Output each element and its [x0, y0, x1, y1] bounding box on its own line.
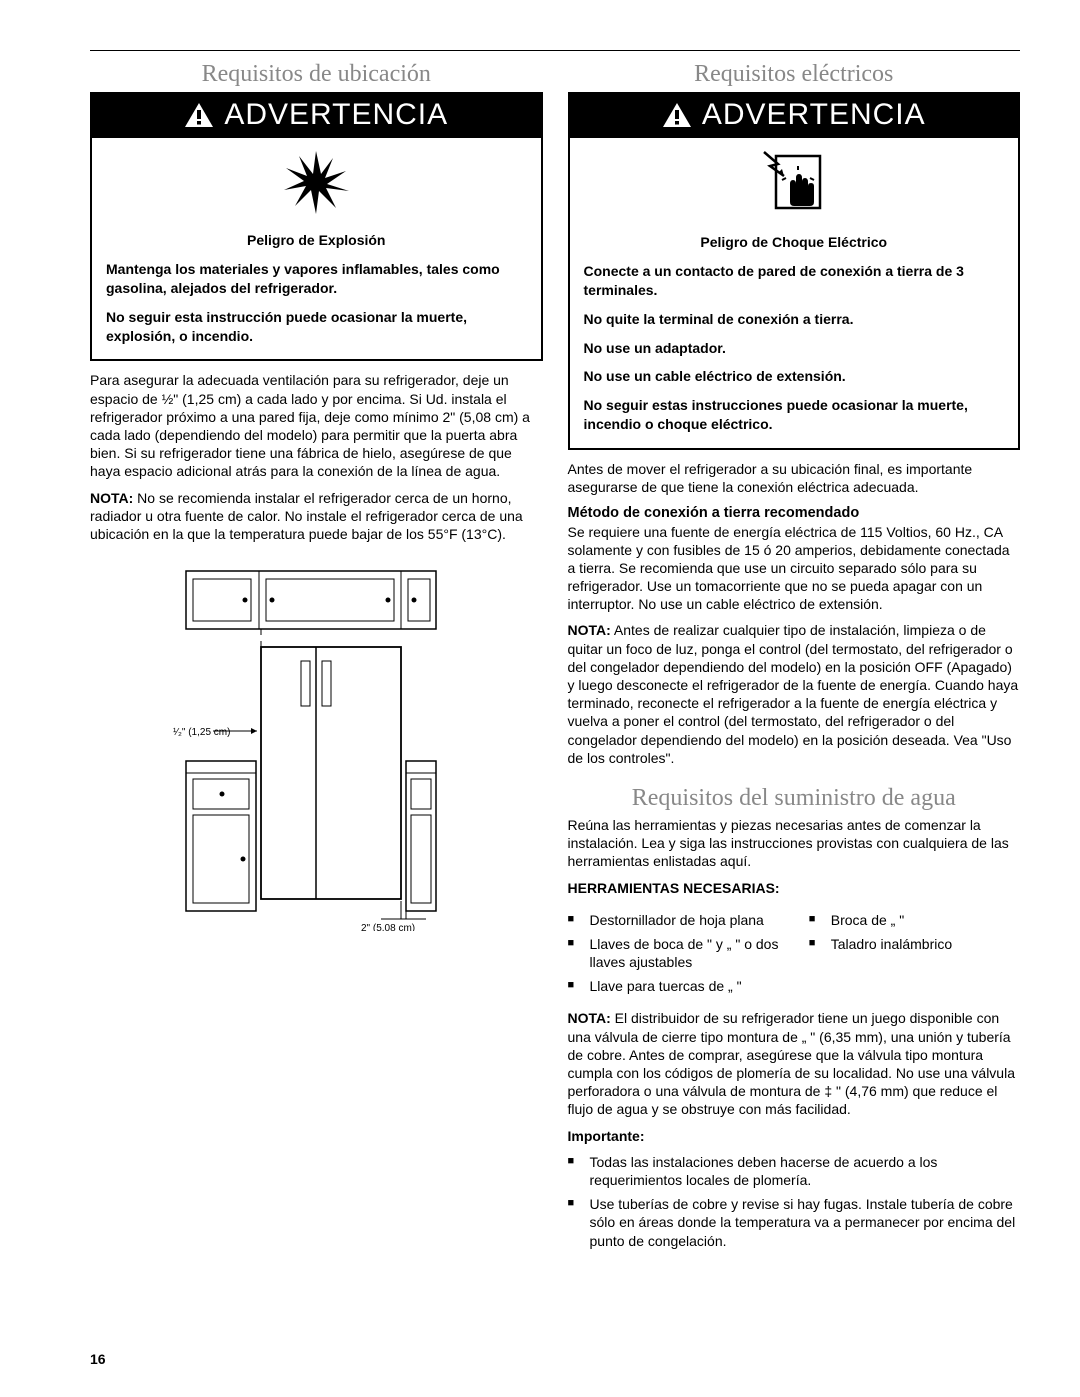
warning-triangle-icon [184, 102, 214, 128]
page-number: 16 [90, 1351, 106, 1367]
shock-warn-5: No seguir estas instrucciones puede ocas… [584, 396, 1005, 434]
warning-triangle-icon [662, 102, 692, 128]
tools-list: Destornillador de hoja plana Llaves de b… [568, 905, 1021, 1002]
shock-warning-box: ADVERTENCIA Peligro de Choque Eléctr [568, 92, 1021, 450]
shock-icon [756, 146, 831, 218]
explosion-danger-title: Peligro de Explosión [106, 231, 527, 250]
important-item: Todas las instalaciones deben hacerse de… [568, 1153, 1021, 1189]
location-note: NOTA: No se recomienda instalar el refri… [90, 489, 543, 544]
explosion-icon [281, 146, 351, 216]
shock-danger-title: Peligro de Choque Eléctrico [584, 233, 1005, 252]
tool-item: Llaves de boca de " y „ " o dos llaves a… [568, 935, 779, 971]
explosion-warning-box: ADVERTENCIA Peligro de Explosión Manteng… [90, 92, 543, 361]
tool-item: Taladro inalámbrico [809, 935, 1020, 953]
shock-warn-3: No use un adaptador. [584, 339, 1005, 358]
explosion-warn-text-1: Mantenga los materiales y vapores inflam… [106, 260, 527, 298]
clearance-figure: ¹⁄₂" (1,25 cm) 2" (5,08 cm) [90, 561, 543, 934]
explosion-warn-text-2: No seguir esta instrucción puede ocasion… [106, 308, 527, 346]
water-intro: Reúna las herramientas y piezas necesari… [568, 816, 1021, 871]
location-reqs-title: Requisitos de ubicación [90, 61, 543, 88]
shock-warn-1: Conecte a un contacto de pared de conexi… [584, 262, 1005, 300]
tool-item: Llave para tuercas de „ " [568, 977, 779, 995]
water-note: NOTA: El distribuidor de su refrigerador… [568, 1009, 1021, 1118]
warning-header: ADVERTENCIA [570, 94, 1019, 138]
shock-warn-2: No quite la terminal de conexión a tierr… [584, 310, 1005, 329]
electrical-note: NOTA: Antes de realizar cualquier tipo d… [568, 621, 1021, 767]
tools-heading: HERRAMIENTAS NECESARIAS: [568, 879, 1021, 897]
right-column: Requisitos eléctricos ADVERTENCIA [568, 61, 1021, 1256]
important-item: Use tuberías de cobre y revise si hay fu… [568, 1195, 1021, 1250]
important-heading: Importante: [568, 1127, 1021, 1145]
ventilation-text: Para asegurar la adecuada ventilación pa… [90, 371, 543, 480]
electrical-intro: Antes de mover el refrigerador a su ubic… [568, 460, 1021, 496]
water-reqs-title: Requisitos del suministro de agua [568, 785, 1021, 812]
shock-warn-4: No use un cable eléctrico de extensión. [584, 367, 1005, 386]
electrical-reqs-title: Requisitos eléctricos [568, 61, 1021, 88]
warning-header: ADVERTENCIA [92, 94, 541, 138]
svg-text:¹⁄₂" (1,25 cm): ¹⁄₂" (1,25 cm) [173, 727, 230, 738]
grounding-heading: Método de conexión a tierra recomendado [568, 505, 1021, 521]
svg-text:2" (5,08 cm): 2" (5,08 cm) [361, 923, 415, 931]
left-column: Requisitos de ubicación ADVERTENCIA Peli… [90, 61, 543, 1256]
tool-item: Destornillador de hoja plana [568, 911, 779, 929]
tool-item: Broca de „ " [809, 911, 1020, 929]
grounding-text: Se requiere una fuente de energía eléctr… [568, 523, 1021, 614]
